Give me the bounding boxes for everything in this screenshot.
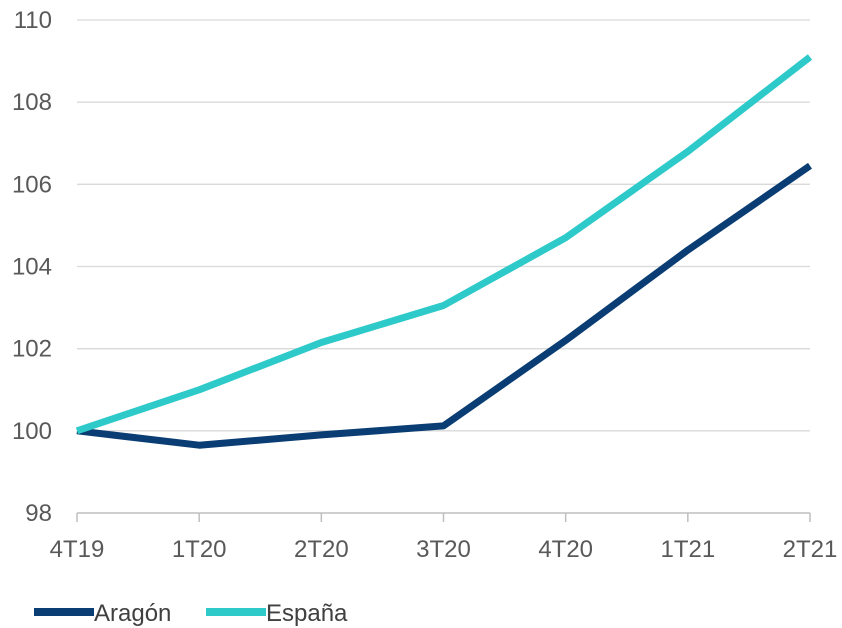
x-tick-label: 4T20 bbox=[538, 536, 593, 563]
y-tick-label: 104 bbox=[12, 254, 52, 281]
y-tick-label: 106 bbox=[12, 171, 52, 198]
x-tick-label: 1T21 bbox=[660, 536, 715, 563]
y-tick-label: 102 bbox=[12, 336, 52, 363]
series-line-aragon bbox=[76, 162, 812, 449]
x-tick-label: 2T20 bbox=[294, 536, 349, 563]
x-tick-label: 2T21 bbox=[783, 536, 838, 563]
x-tick-label: 1T20 bbox=[172, 536, 227, 563]
y-axis-ticks: 98 100 102 104 106 108 110 bbox=[12, 7, 52, 527]
legend-label-espana: España bbox=[266, 600, 348, 627]
x-tick-label: 3T20 bbox=[416, 536, 471, 563]
series-line-espana bbox=[75, 54, 813, 435]
y-tick-label: 100 bbox=[12, 418, 52, 445]
x-axis-ticks: 4T19 1T20 2T20 3T20 4T20 1T21 2T21 bbox=[50, 513, 838, 563]
gridlines bbox=[77, 19, 810, 432]
series-lines bbox=[75, 54, 813, 449]
x-tick-label: 4T19 bbox=[50, 536, 105, 563]
y-tick-label: 108 bbox=[12, 89, 52, 116]
y-tick-label: 98 bbox=[25, 500, 52, 527]
legend: Aragón España bbox=[34, 600, 348, 627]
y-tick-label: 110 bbox=[14, 7, 52, 34]
legend-label-aragon: Aragón bbox=[94, 600, 171, 627]
